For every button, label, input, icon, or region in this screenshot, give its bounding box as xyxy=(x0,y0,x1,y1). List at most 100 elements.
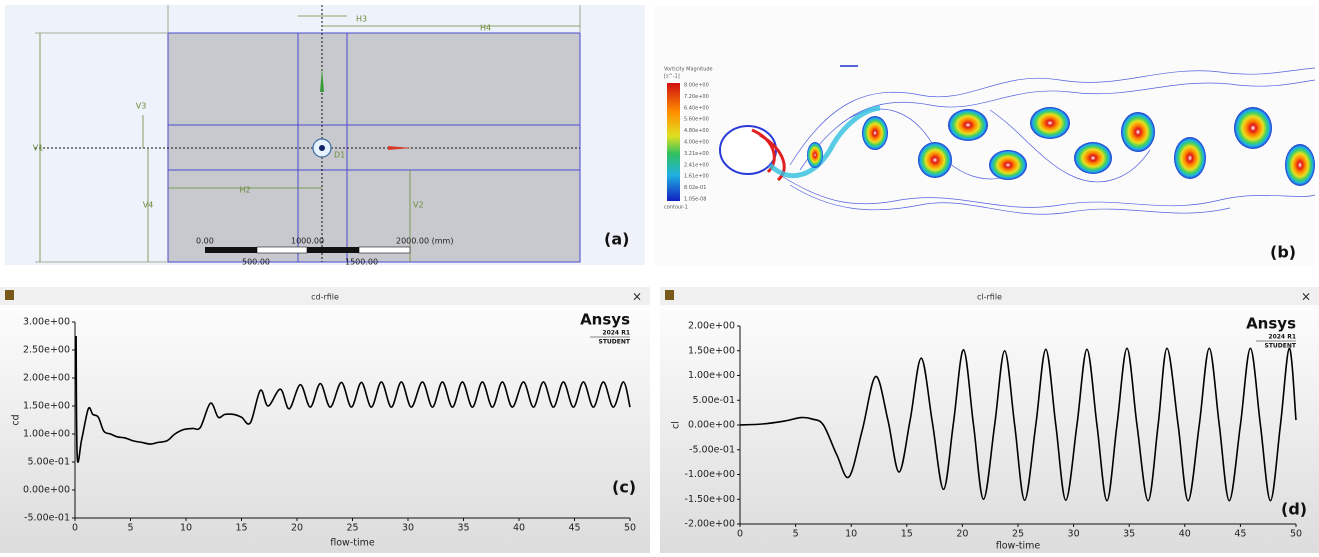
colorbar xyxy=(667,83,680,201)
x-tick-label: 15 xyxy=(901,529,913,540)
vortex xyxy=(1074,142,1112,174)
x-tick-label: 50 xyxy=(624,523,636,534)
y-tick-label: 5.00e-01 xyxy=(27,457,70,468)
x-tick-label: 50 xyxy=(1290,529,1302,540)
x-tick-label: 40 xyxy=(513,523,525,534)
y-tick-label: 2.50e+00 xyxy=(23,345,70,356)
x-tick-label: 35 xyxy=(457,523,469,534)
watermark-edition: STUDENT xyxy=(1265,343,1297,350)
dimension-label: H4 xyxy=(480,24,491,33)
x-tick-label: 45 xyxy=(1234,529,1246,540)
scale-bar xyxy=(359,247,410,253)
x-tick-label: 5 xyxy=(127,523,133,534)
x-tick-label: 15 xyxy=(235,523,247,534)
dimension-label: H3 xyxy=(356,15,367,24)
close-button[interactable]: × xyxy=(1301,290,1311,304)
x-tick-label: 30 xyxy=(1068,529,1080,540)
dimension-label: D1 xyxy=(334,151,345,160)
y-tick-label: -1.50e+00 xyxy=(685,494,735,505)
x-tick-label: 25 xyxy=(346,523,358,534)
x-tick-label: 45 xyxy=(568,523,580,534)
watermark-release: 2024 R1 xyxy=(602,330,630,337)
vortex xyxy=(1121,112,1155,152)
scale-label: 0.00 xyxy=(196,237,214,246)
y-tick-label: -1.00e+00 xyxy=(685,469,735,480)
legend-unit: [s^-1] xyxy=(664,74,680,80)
y-axis-label: cd xyxy=(11,414,22,425)
vortex xyxy=(989,150,1027,180)
x-tick-label: 10 xyxy=(845,529,857,540)
colorbar-label: 1.61e+00 xyxy=(684,174,709,180)
window-background xyxy=(0,287,650,553)
watermark-release: 2024 R1 xyxy=(1268,334,1296,341)
x-tick-label: 10 xyxy=(180,523,192,534)
dimension-label: V3 xyxy=(136,102,147,111)
vortex xyxy=(862,116,888,150)
app-icon xyxy=(665,290,674,300)
colorbar-label: 2.41e+00 xyxy=(684,162,709,168)
scale-label: 1000.00 xyxy=(291,237,324,246)
colorbar-label: 4.80e+00 xyxy=(684,128,709,134)
scale-label: 1500.00 xyxy=(345,258,378,267)
y-tick-label: 1.50e+00 xyxy=(688,345,735,356)
x-tick-label: 20 xyxy=(956,529,968,540)
vortex xyxy=(1030,107,1070,139)
app-icon xyxy=(5,290,14,300)
scale-bar xyxy=(257,247,307,253)
x-tick-label: 25 xyxy=(1012,529,1024,540)
dimension-label: V4 xyxy=(143,201,154,210)
cylinder-center xyxy=(319,145,325,151)
x-tick-label: 5 xyxy=(793,529,799,540)
dimension-label: V2 xyxy=(413,201,424,210)
y-tick-label: -2.00e+00 xyxy=(685,519,735,530)
colorbar-label: 4.00e+00 xyxy=(684,140,709,146)
vortex xyxy=(1285,144,1315,186)
close-button[interactable]: × xyxy=(632,290,642,304)
colorbar-label: 8.00e+00 xyxy=(684,83,709,89)
domain xyxy=(168,33,580,262)
x-axis-label: flow-time xyxy=(996,541,1041,552)
vortex xyxy=(948,109,988,141)
legend-title: Vorticity Magnitude xyxy=(664,67,713,73)
y-tick-label: 3.00e+00 xyxy=(23,317,70,328)
watermark-edition: STUDENT xyxy=(599,339,631,346)
dimension-label: H2 xyxy=(239,186,250,195)
colorbar-label: 7.20e+00 xyxy=(684,94,709,100)
watermark-brand: Ansys xyxy=(1246,315,1296,333)
legend-footer: contour-1 xyxy=(664,205,688,211)
y-tick-label: 2.00e+00 xyxy=(23,373,70,384)
chart-title: cl-rfile xyxy=(977,293,1002,302)
x-axis-label: flow-time xyxy=(330,538,375,549)
colorbar-label: 3.21e+00 xyxy=(684,151,709,157)
y-axis-label: cl xyxy=(671,421,682,429)
chart-window: cl-rfile × Ansys2024 R1 STUDENT 2.00e+00 1.50… xyxy=(660,287,1319,553)
panel-b: Vorticity Magnitude [s^-1] 8.00e+00 7.20e… xyxy=(655,5,1315,265)
panel-label: (d) xyxy=(1281,500,1307,519)
window-background xyxy=(660,287,1319,553)
x-tick-label: 40 xyxy=(1179,529,1191,540)
panel-a: H3 H4 V3 V1 D1 H2 V4 V2 0.00 1000.00 200… xyxy=(5,5,645,267)
dimension-label: V1 xyxy=(33,144,44,153)
x-tick-label: 20 xyxy=(291,523,303,534)
scale-bar xyxy=(205,247,257,253)
colorbar-label: 5.60e+00 xyxy=(684,117,709,123)
x-tick-label: 0 xyxy=(737,529,743,540)
x-tick-label: 0 xyxy=(72,523,78,534)
vortex xyxy=(807,142,823,168)
x-tick-label: 35 xyxy=(1123,529,1135,540)
watermark-brand: Ansys xyxy=(580,311,630,329)
vortex xyxy=(918,142,952,178)
y-tick-label: 0.00e+00 xyxy=(23,485,70,496)
colorbar-label: 8.02e-01 xyxy=(684,185,706,191)
y-tick-label: 0.00e+00 xyxy=(688,420,735,431)
y-tick-label: -5.00e-01 xyxy=(24,513,70,524)
x-tick-label: 30 xyxy=(402,523,414,534)
y-tick-label: 5.00e-01 xyxy=(692,395,735,406)
y-tick-label: 1.00e+00 xyxy=(688,370,735,381)
cylinder-wake xyxy=(720,126,776,174)
panel-label: (a) xyxy=(604,230,629,249)
panel-label: (c) xyxy=(612,478,636,497)
y-tick-label: 2.00e+00 xyxy=(688,321,735,332)
vortex xyxy=(1174,137,1206,179)
